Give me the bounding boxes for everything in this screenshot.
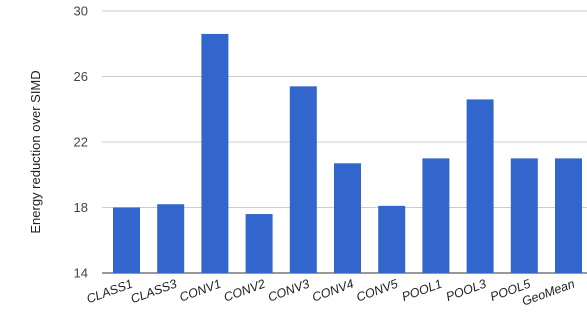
y-tick-label: 18 bbox=[74, 200, 88, 215]
y-tick-label: 30 bbox=[74, 4, 88, 19]
y-axis-ticks: 14 18 22 26 30 bbox=[74, 4, 88, 281]
y-tick-label: 14 bbox=[74, 266, 88, 281]
bar-conv3 bbox=[289, 86, 317, 273]
bar-pool3 bbox=[466, 99, 494, 273]
y-axis-label: Energy reduction over SIMD bbox=[28, 70, 43, 233]
x-tick-label-pool3: POOL3 bbox=[444, 277, 488, 304]
bar-class3 bbox=[157, 204, 185, 273]
y-tick-label: 26 bbox=[74, 69, 88, 84]
bar-conv5 bbox=[378, 205, 406, 273]
x-tick-label-class1: CLASS1 bbox=[85, 277, 135, 307]
bar-conv1 bbox=[201, 33, 229, 273]
bar-class1 bbox=[113, 207, 140, 273]
x-tick-label-conv3: CONV3 bbox=[266, 277, 311, 305]
x-tick-label-conv1: CONV1 bbox=[178, 277, 223, 305]
bar-conv4 bbox=[334, 163, 361, 273]
bars bbox=[113, 33, 582, 273]
bar-pool5 bbox=[510, 158, 538, 273]
bar-conv2 bbox=[245, 214, 273, 273]
bar-geomean bbox=[555, 158, 582, 273]
x-tick-label-conv2: CONV2 bbox=[222, 277, 267, 305]
x-tick-label-conv5: CONV5 bbox=[354, 277, 399, 305]
bar-pool1 bbox=[422, 158, 450, 273]
x-tick-label-pool1: POOL1 bbox=[400, 277, 444, 304]
x-tick-label-conv4: CONV4 bbox=[310, 277, 355, 305]
y-tick-label: 22 bbox=[74, 135, 88, 150]
x-tick-label-class3: CLASS3 bbox=[129, 277, 179, 307]
